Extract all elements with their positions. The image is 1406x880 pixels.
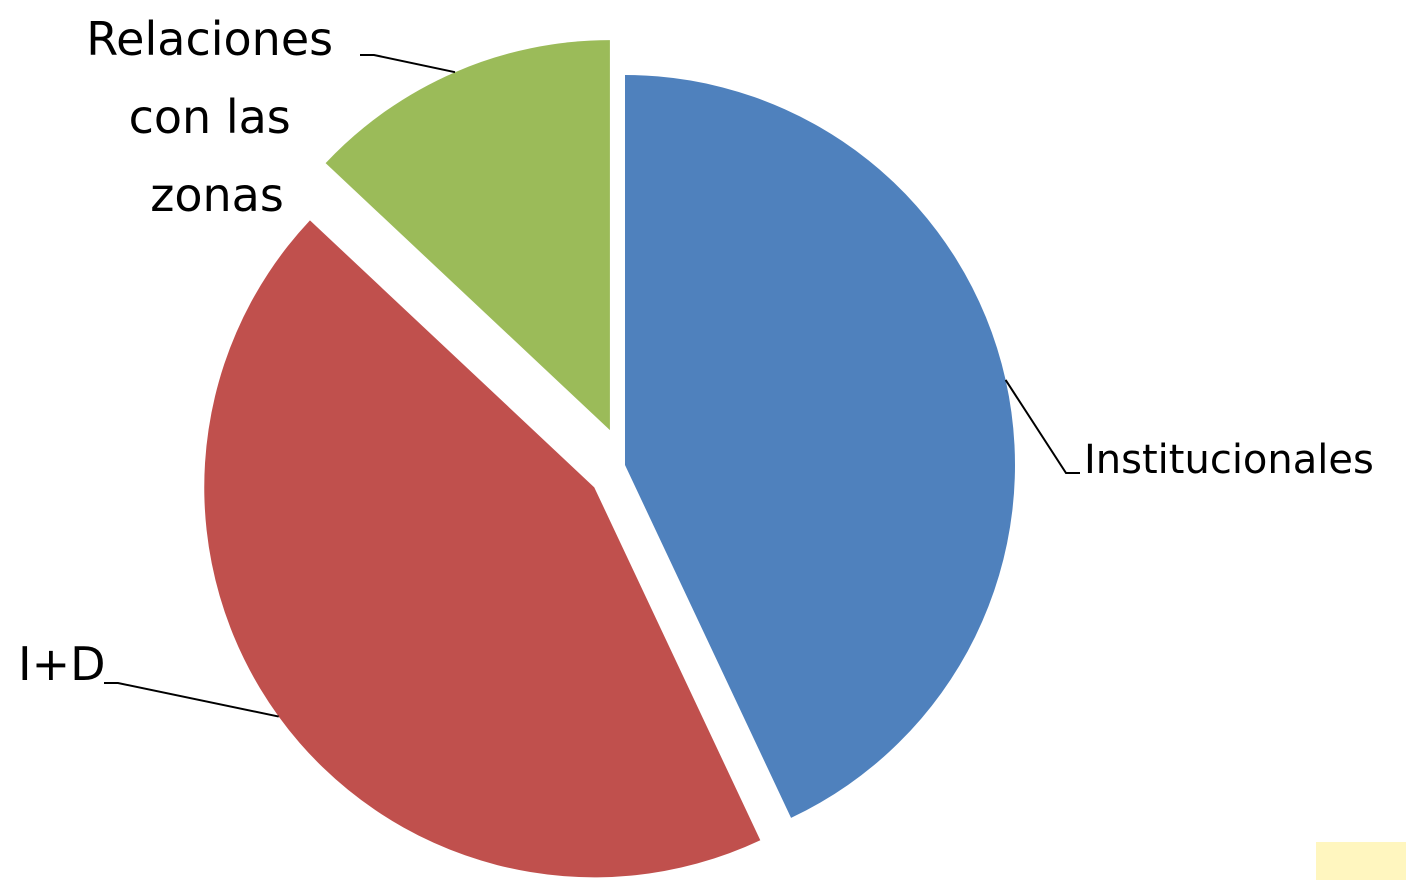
leader-line-id: [104, 682, 279, 718]
leader-lines: [104, 54, 1080, 718]
slice-label-id: I+D: [18, 637, 106, 691]
pie-slice-institucionales: [625, 75, 1015, 818]
leader-line-institucionales: [1004, 379, 1080, 474]
corner-note: [1316, 842, 1406, 880]
leader-line-relaciones: [360, 54, 456, 74]
pie-slices: [204, 40, 1015, 878]
pie-slice-i-d: [204, 220, 761, 878]
slice-label-relaciones: Relaciones con las zonas: [86, 12, 347, 222]
slice-label-institucionales: Institucionales: [1084, 437, 1374, 483]
pie-slice-relaciones-con-las-zonas: [325, 40, 610, 431]
